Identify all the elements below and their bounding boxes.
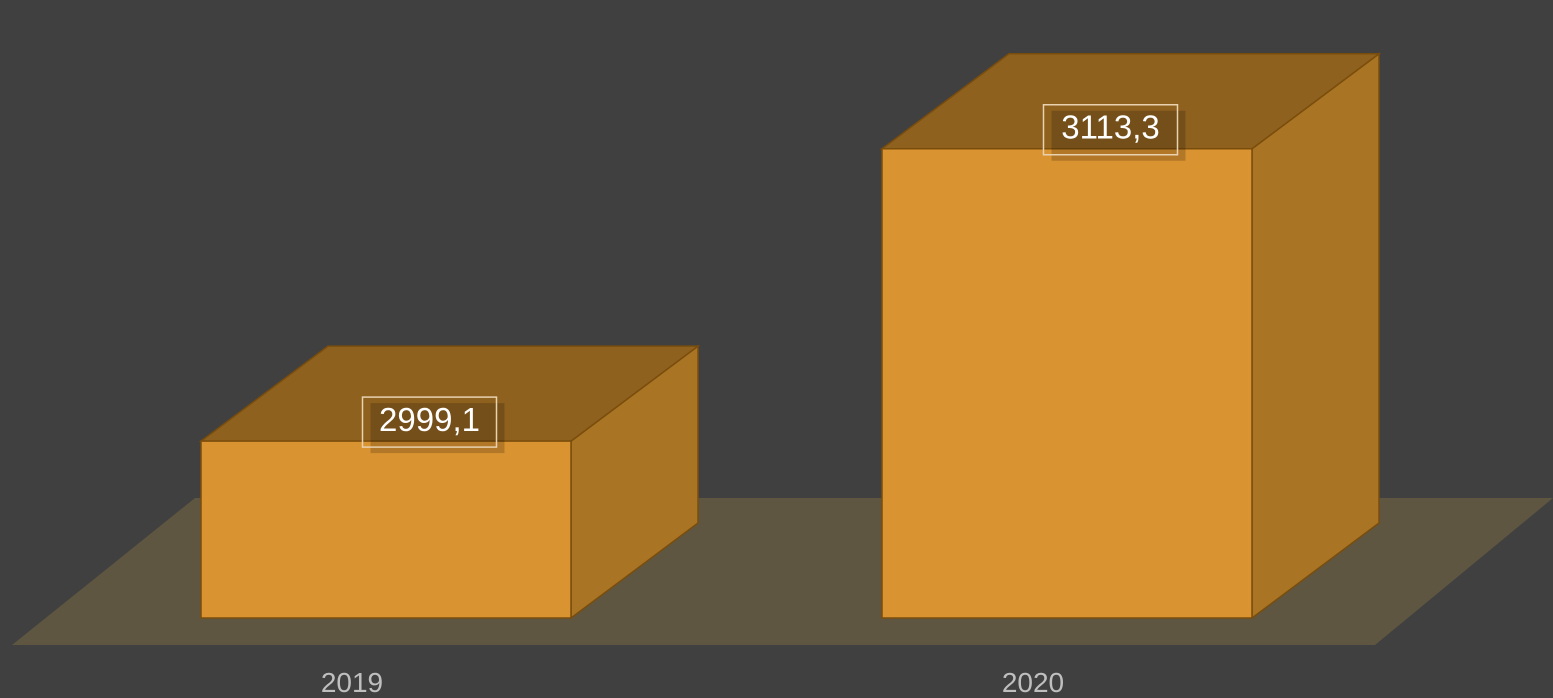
x-tick-labels: 2019 2020 (321, 667, 1064, 698)
bar-2020 (879, 52, 1382, 620)
bar-front-face (881, 148, 1253, 619)
bar-side-face (1251, 52, 1380, 620)
data-label-shadow (370, 403, 505, 454)
bar-2019 (198, 344, 701, 620)
bars-group: 2999,1 3113,3 (198, 52, 1382, 620)
data-label-text: 3113,3 (1061, 108, 1159, 145)
bar-front-face (200, 440, 572, 619)
x-tick-label: 2020 (1002, 667, 1064, 698)
data-label-2019: 2999,1 (361, 396, 505, 454)
x-tick-label: 2019 (321, 667, 383, 698)
data-label-text: 2999,1 (379, 401, 480, 438)
data-label-box (1042, 104, 1179, 156)
data-label-box (361, 396, 498, 448)
data-label-shadow (1051, 110, 1186, 161)
data-label-2020: 3113,3 (1042, 104, 1186, 161)
